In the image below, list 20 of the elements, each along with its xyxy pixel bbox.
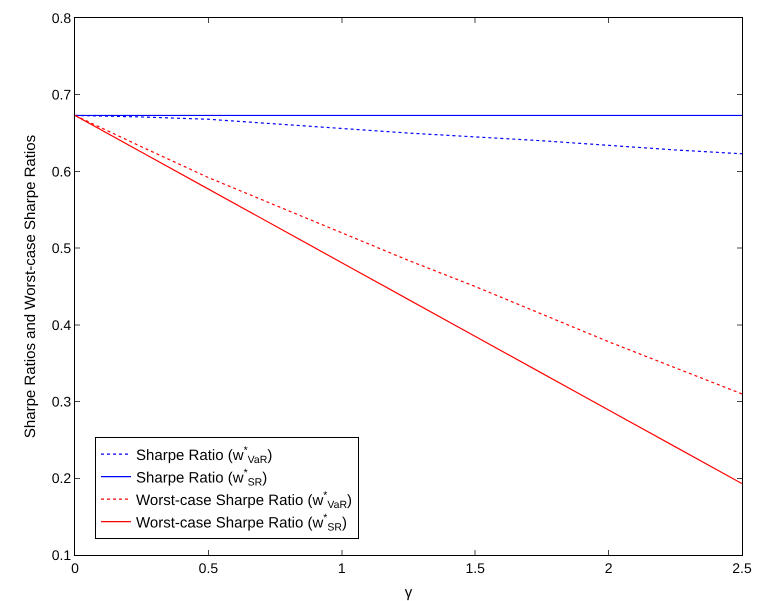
y-tick-label: 0.4 <box>52 316 72 333</box>
x-tick-label: 2.5 <box>732 560 752 576</box>
legend-label: Sharpe Ratio (w$^{*}$$_{SR}$) <box>136 467 268 489</box>
legend-label: Sharpe Ratio (w$^{*}$$_{VaR}$) <box>136 444 272 466</box>
x-tick-label: 1.5 <box>465 560 486 576</box>
y-tick-label: 0.8 <box>52 10 72 26</box>
y-tick-label: 0.7 <box>52 86 72 103</box>
legend-label: Worst-case Sharpe Ratio (w$^{*}$$_{SR}$) <box>136 512 347 534</box>
y-tick-label: 0.1 <box>52 546 72 563</box>
y-tick-label: 0.6 <box>52 163 72 180</box>
x-tick-label: 1 <box>338 560 346 576</box>
x-tick-label: 2 <box>604 560 613 576</box>
y-tick-label: 0.2 <box>52 470 72 486</box>
y-tick-label: 0.3 <box>52 393 72 410</box>
x-tick-label: 0.5 <box>198 560 218 576</box>
x-axis-title: γ <box>404 584 413 601</box>
y-tick-label: 0.5 <box>52 240 72 256</box>
y-axis-title: Sharpe Ratios and Worst-case Sharpe Ratios <box>22 134 39 438</box>
legend-label: Worst-case Sharpe Ratio (w$^{*}$$_{VaR}$) <box>136 490 352 512</box>
x-tick-label: 0 <box>71 560 80 576</box>
